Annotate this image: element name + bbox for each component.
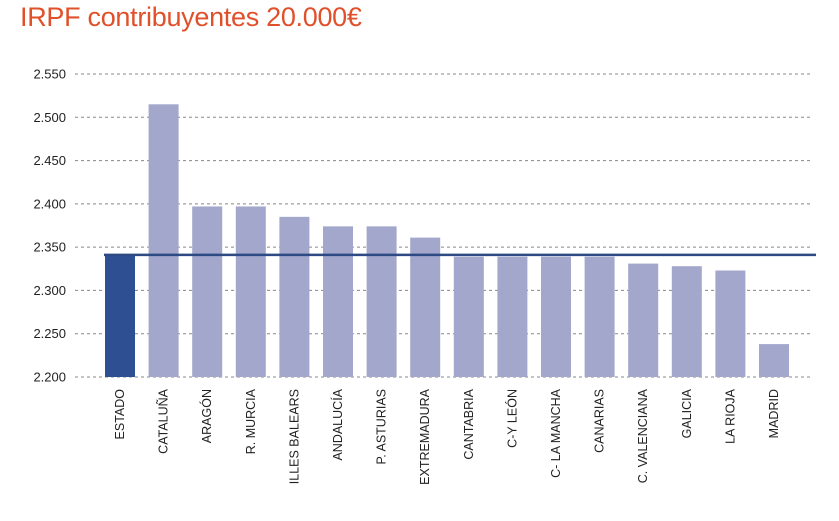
y-axis-ticks: 2.200 2.250 2.300 2.350 2.400 2.450 2.500 2.550 [33,67,66,385]
bar-13 [671,266,702,377]
x-tick-label: C-Y LEÓN [504,389,519,448]
x-tick-label: GALICIA [680,388,694,438]
bar-11 [584,256,615,377]
x-tick-label: CANARIAS [593,389,607,453]
y-tick-label: 2.200 [33,370,66,385]
bars [105,104,789,378]
x-tick-label: MADRID [767,389,781,438]
bar-5 [323,226,353,377]
bar-0 [105,255,135,377]
bar-14 [715,270,746,377]
bar-4 [279,216,310,377]
bar-7 [410,237,441,377]
y-tick-label: 2.400 [33,196,66,211]
x-tick-label: C. VALENCIANA [636,388,650,483]
bar-9 [497,256,528,377]
bar-8 [453,256,484,377]
x-tick-label: CANTABRIA [462,388,476,459]
y-tick-label: 2.450 [33,153,66,168]
grid-lines [75,73,813,378]
bar-3 [235,206,266,377]
y-tick-label: 2.300 [33,283,66,298]
chart-title: IRPF contribuyentes 20.000€ [20,2,362,32]
x-tick-label: ESTADO [113,389,127,440]
x-tick-label: P. ASTURIAS [375,389,389,465]
x-tick-label: ANDALUCÍA [330,388,345,460]
x-tick-label: EXTREMADURA [418,388,432,485]
x-tick-label: C- LA MANCHA [549,388,563,478]
bar-15 [759,344,789,377]
x-tick-label: ARAGÓN [199,389,214,443]
x-tick-label: LA RIOJA [723,388,737,444]
bar-10 [541,256,571,377]
x-axis-labels: ESTADO CATALUÑA ARAGÓN R. MURCIA ILLES BALEA… [113,388,781,485]
bar-1 [148,104,179,378]
x-tick-label: CATALUÑA [157,388,171,453]
bar-2 [192,206,223,377]
bar-12 [628,263,659,377]
x-tick-label: R. MURCIA [244,388,258,454]
x-tick-label: ILLES BALEARS [287,389,301,484]
y-tick-label: 2.550 [33,67,66,82]
y-tick-label: 2.500 [33,110,66,125]
y-tick-label: 2.250 [33,326,66,341]
y-tick-label: 2.350 [33,240,66,255]
bar-6 [366,226,397,377]
